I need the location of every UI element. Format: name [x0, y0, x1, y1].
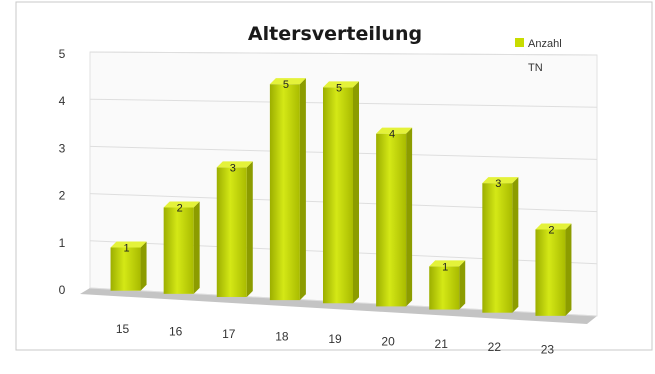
bar: 2 [535, 223, 572, 316]
x-tick-label: 23 [541, 342, 555, 356]
bar-value-label: 3 [230, 162, 236, 174]
bar: 3 [216, 161, 253, 297]
bar-front [429, 266, 460, 310]
bar: 1 [429, 260, 466, 310]
bar-front [216, 167, 247, 297]
bar-value-label: 2 [548, 224, 554, 236]
bar-top [216, 161, 253, 168]
bar: 2 [163, 201, 200, 294]
y-tick-label: 2 [59, 189, 66, 203]
x-tick-label: 21 [435, 337, 449, 351]
y-tick-label: 1 [59, 236, 66, 250]
bar-value-label: 5 [336, 82, 342, 94]
bar-value-label: 2 [177, 202, 183, 214]
y-axis-ticks: 0 1 2 3 4 5 [59, 47, 66, 297]
bar-front [163, 207, 194, 294]
bar: 1 [110, 241, 147, 291]
bar-value-label: 5 [283, 79, 289, 91]
legend-label-line-2: TN [528, 62, 543, 74]
bar-top [376, 127, 413, 134]
bar-top [482, 177, 519, 184]
gridline [89, 51, 598, 56]
bar-top [535, 223, 572, 230]
x-tick-label: 20 [381, 335, 395, 349]
bar: 5 [269, 78, 306, 301]
bar-side [512, 177, 519, 313]
bar-front [482, 183, 513, 313]
bar-side [193, 201, 200, 294]
bar-value-label: 1 [442, 261, 448, 273]
chart-title: Altersverteilung [248, 23, 422, 45]
bar-top [429, 260, 466, 267]
bar-side [406, 127, 413, 307]
bar-side [565, 223, 572, 316]
bar-top [323, 81, 359, 88]
x-axis-ticks: 15 16 17 18 19 20 21 22 23 [116, 322, 555, 356]
plot-floor [80, 288, 597, 324]
bar-front [376, 133, 407, 307]
legend: Anzahl TN [515, 38, 565, 74]
bar-top [163, 201, 200, 208]
y-tick-label: 4 [59, 94, 66, 108]
x-tick-label: 15 [116, 322, 130, 336]
bar: 3 [482, 177, 519, 313]
bar-side [459, 260, 466, 310]
bar-value-label: 4 [389, 129, 395, 141]
bar-side [353, 81, 359, 304]
bar-value-label: 1 [123, 243, 129, 255]
bar: 4 [376, 127, 413, 307]
legend-label: Anzahl TN [528, 38, 565, 74]
bar-front [323, 87, 353, 304]
x-tick-label: 18 [275, 330, 289, 344]
bar-front [269, 84, 300, 301]
x-tick-label: 22 [488, 340, 502, 354]
bar-top [269, 78, 306, 85]
bar-front [535, 229, 566, 316]
bar-front [110, 247, 141, 291]
bars: 1 2 3 5 5 4 1 3 2 [110, 78, 572, 316]
y-tick-label: 0 [59, 283, 66, 297]
bar: 5 [323, 81, 359, 304]
bar-value-label: 3 [495, 178, 501, 190]
y-tick-label: 3 [59, 141, 66, 155]
bar-side [140, 241, 147, 291]
x-tick-label: 19 [328, 332, 342, 346]
bar-side [299, 78, 306, 301]
x-tick-label: 16 [169, 325, 183, 339]
legend-label-line-1: Anzahl [528, 38, 562, 50]
bar-top [110, 241, 147, 248]
y-tick-label: 5 [59, 47, 66, 61]
legend-swatch [515, 38, 524, 47]
bar-side [246, 161, 253, 297]
x-tick-label: 17 [222, 327, 236, 341]
